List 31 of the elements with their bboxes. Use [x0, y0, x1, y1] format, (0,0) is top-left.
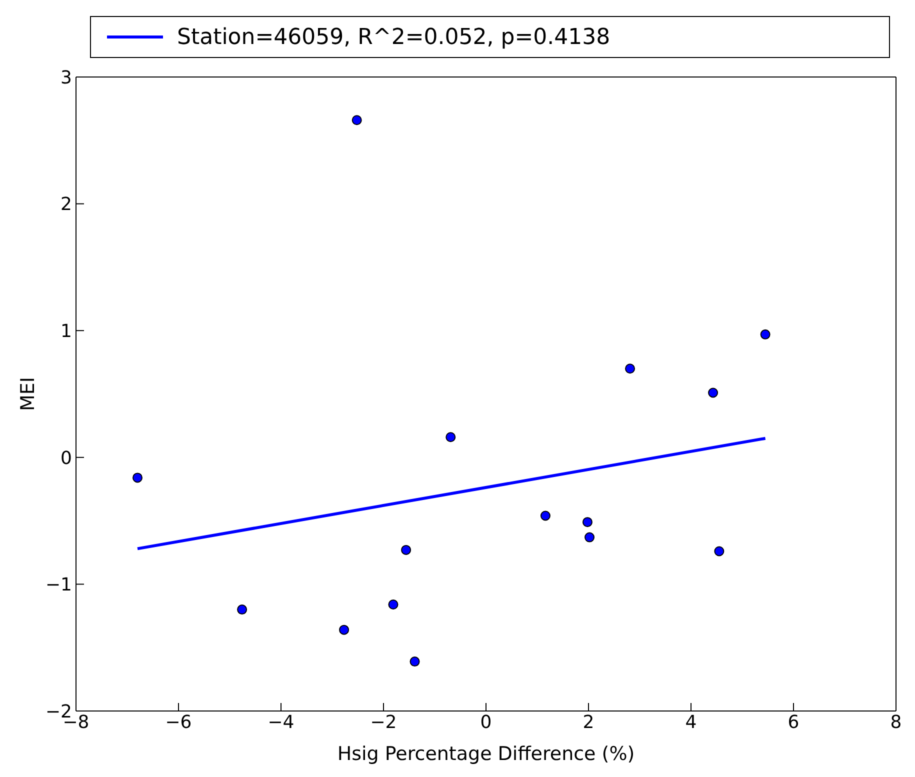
point — [401, 544, 412, 555]
point — [760, 329, 770, 340]
y-tick-label: 3 — [60, 67, 72, 88]
point — [410, 656, 420, 667]
point — [352, 115, 362, 126]
point — [708, 388, 718, 398]
x-tick-label: −6 — [165, 712, 192, 733]
point — [446, 432, 456, 442]
x-tick-label: 0 — [480, 712, 492, 733]
point — [582, 517, 592, 528]
x-tick-label: 4 — [685, 712, 697, 733]
x-tick-label: 8 — [890, 712, 902, 733]
legend-label: Station=46059, R^2=0.052, p=0.4138 — [177, 24, 610, 50]
x-tick-label: −2 — [370, 712, 397, 733]
y-tick-label: −1 — [45, 574, 72, 596]
y-tick-label: 1 — [60, 320, 72, 342]
point — [132, 472, 142, 483]
point — [339, 624, 350, 635]
point — [540, 510, 550, 521]
point — [237, 604, 248, 615]
x-axis-title: Hsig Percentage Difference (%) — [337, 743, 635, 765]
point — [584, 532, 595, 542]
point — [714, 546, 724, 556]
x-tick-label: 6 — [788, 712, 800, 733]
x-tick-label: −4 — [268, 712, 294, 733]
y-axis-title: MEI — [17, 376, 39, 412]
y-tick-label: 0 — [60, 448, 72, 469]
x-tick-label: 2 — [582, 712, 594, 733]
point — [388, 599, 398, 610]
y-tick-label: 2 — [60, 194, 72, 216]
point — [625, 364, 636, 374]
